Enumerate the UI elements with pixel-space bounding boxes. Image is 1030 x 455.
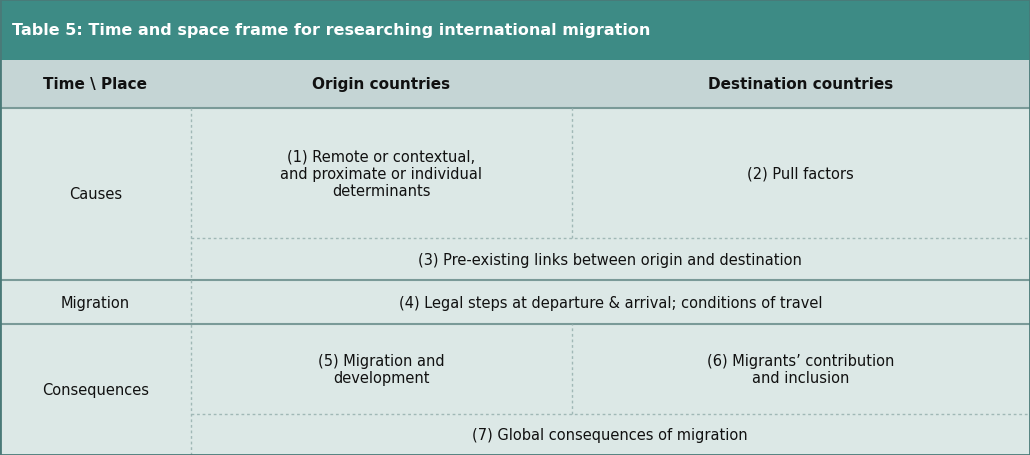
Text: Time \ Place: Time \ Place <box>43 77 147 92</box>
Text: (6) Migrants’ contribution
and inclusion: (6) Migrants’ contribution and inclusion <box>708 353 894 385</box>
Text: (1) Remote or contextual,
and proximate or individual
determinants: (1) Remote or contextual, and proximate … <box>280 149 482 198</box>
Text: Consequences: Consequences <box>42 382 148 397</box>
Bar <box>0 61 1030 109</box>
Text: Destination countries: Destination countries <box>709 77 893 92</box>
Text: (3) Pre-existing links between origin and destination: (3) Pre-existing links between origin an… <box>418 252 802 267</box>
Text: Migration: Migration <box>61 295 130 310</box>
Text: Origin countries: Origin countries <box>312 77 450 92</box>
Text: Causes: Causes <box>69 187 122 202</box>
Text: (7) Global consequences of migration: (7) Global consequences of migration <box>473 427 748 442</box>
Text: (2) Pull factors: (2) Pull factors <box>748 166 854 181</box>
Text: (5) Migration and
development: (5) Migration and development <box>318 353 444 385</box>
Bar <box>0 109 1030 455</box>
Text: (4) Legal steps at departure & arrival; conditions of travel: (4) Legal steps at departure & arrival; … <box>399 295 822 310</box>
Text: Table 5: Time and space frame for researching international migration: Table 5: Time and space frame for resear… <box>12 23 651 38</box>
Bar <box>0 0 1030 61</box>
